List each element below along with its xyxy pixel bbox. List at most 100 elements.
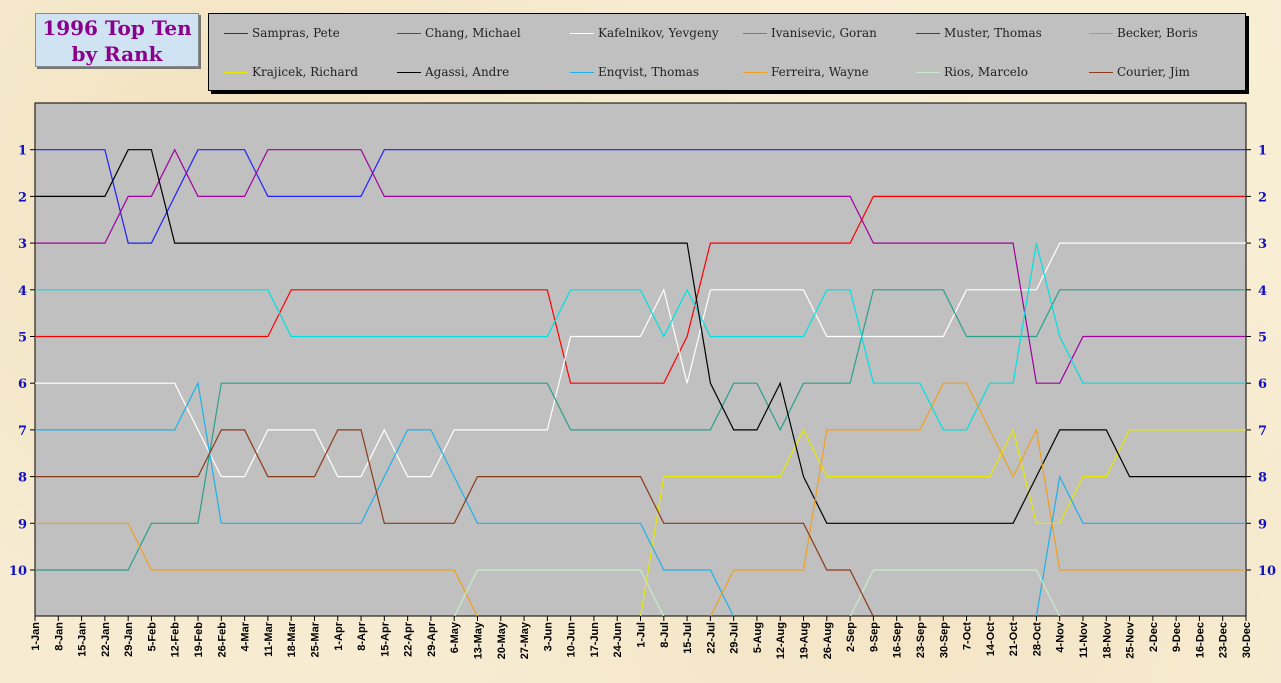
x-tick-label: 16-Dec [1194, 622, 1206, 658]
plot-area [34, 102, 1247, 617]
x-tick-label: 21-Oct [1008, 622, 1020, 657]
legend-swatch [570, 72, 594, 73]
x-tick-label: 10-Jun [566, 622, 578, 658]
legend-label: Muster, Thomas [944, 26, 1042, 40]
x-tick-label: 26-Feb [216, 622, 228, 658]
y-tick-label-left: 1 [18, 144, 27, 159]
x-tick-label: 26-Aug [822, 622, 834, 659]
x-tick-label: 11-Nov [1078, 621, 1090, 658]
y-tick-label-right: 8 [1258, 471, 1267, 486]
x-tick-label: 20-May [496, 621, 508, 659]
x-tick-label: 19-Aug [799, 622, 811, 659]
x-tick-label: 7-Oct [962, 622, 974, 650]
x-tick-label: 5-Aug [752, 622, 764, 653]
x-tick-label: 11-Mar [263, 621, 275, 657]
y-tick-label-left: 9 [18, 517, 27, 532]
legend-label: Rios, Marcelo [944, 65, 1028, 79]
x-tick-label: 22-Jul [705, 622, 717, 654]
y-tick-label-right: 7 [1258, 424, 1267, 439]
y-tick-label-right: 4 [1258, 284, 1267, 299]
x-tick-label: 16-Sep [892, 622, 904, 658]
x-tick-label: 4-Mar [240, 621, 252, 651]
legend-swatch [570, 33, 594, 34]
chart-title: 1996 Top Ten by Rank [35, 13, 199, 67]
legend-swatch [916, 72, 940, 73]
x-tick-label: 22-Jan [100, 622, 112, 657]
series-line-courier-jim [35, 429, 874, 616]
legend-label: Ferreira, Wayne [771, 65, 869, 79]
series-line-ivanisevic-goran [35, 289, 1246, 571]
y-tick-label-left: 8 [18, 471, 27, 486]
x-tick-label: 30-Sep [938, 622, 950, 658]
legend-swatch [1089, 33, 1113, 34]
x-tick-label: 6-May [449, 621, 461, 653]
legend-label: Courier, Jim [1117, 65, 1190, 79]
legend-swatch [743, 33, 767, 34]
series-line-ferreira-wayne [35, 382, 1246, 616]
chart-title-line-1: 1996 Top Ten [42, 16, 192, 40]
x-tick-label: 23-Dec [1218, 622, 1230, 658]
y-tick-label-left: 5 [18, 331, 27, 346]
chart-title-line-2: by Rank [71, 42, 163, 66]
x-tick-label: 29-Jan [123, 622, 135, 657]
x-tick-label: 8-Jan [53, 622, 65, 651]
y-tick-label-right: 6 [1258, 377, 1267, 392]
x-tick-label: 29-Jul [729, 622, 741, 654]
legend-label: Krajicek, Richard [252, 65, 359, 79]
legend-label: Chang, Michael [425, 26, 521, 40]
x-tick-label: 29-Apr [426, 621, 438, 657]
x-tick-label: 12-Feb [170, 622, 182, 658]
y-tick-label-left: 6 [18, 377, 27, 392]
legend-label: Agassi, Andre [425, 65, 510, 79]
y-tick-label-right: 10 [1258, 564, 1276, 579]
series-line-sampras-pete [35, 149, 1246, 244]
x-tick-label: 17-Jun [589, 622, 601, 658]
series-line-chang-michael [35, 195, 1246, 384]
x-tick-label: 25-Mar [309, 621, 321, 657]
x-tick-label: 12-Aug [775, 622, 787, 659]
y-tick-label-left: 10 [9, 564, 27, 579]
y-tick-label-right: 9 [1258, 517, 1267, 532]
x-tick-label: 4-Nov [1055, 621, 1067, 652]
legend-label: Kafelnikov, Yevgeny [598, 26, 719, 40]
x-tick-label: 8-Jul [659, 622, 671, 648]
x-tick-label: 2-Sep [845, 622, 857, 652]
y-tick-label-left: 7 [18, 424, 27, 439]
legend-swatch [224, 33, 248, 34]
series-line-enqvist-thomas [35, 381, 1246, 616]
series-line-muster-thomas [35, 148, 1246, 384]
legend-label: Ivanisevic, Goran [771, 26, 877, 40]
x-tick-label: 25-Nov [1125, 621, 1137, 659]
x-tick-label: 1-Jul [636, 622, 648, 648]
x-tick-label: 28-Oct [1031, 622, 1043, 657]
series-line-rios-marcelo [453, 569, 1061, 616]
y-tick-label-left: 3 [18, 237, 27, 252]
x-tick-label: 18-Mar [286, 621, 298, 657]
x-tick-label: 15-Jul [682, 622, 694, 654]
x-tick-label: 18-Nov [1101, 621, 1113, 659]
legend-label: Sampras, Pete [252, 26, 340, 40]
x-tick-label: 24-Jun [612, 622, 624, 658]
legend-swatch [1089, 72, 1113, 73]
x-tick-label: 13-May [472, 621, 484, 659]
x-tick-label: 9-Dec [1171, 622, 1183, 652]
x-tick-label: 1-Apr [333, 621, 345, 650]
x-tick-label: 9-Sep [868, 622, 880, 652]
x-tick-label: 22-Apr [403, 621, 415, 657]
x-tick-label: 19-Feb [193, 622, 205, 658]
legend-swatch [916, 33, 940, 34]
x-tick-label: 30-Dec [1241, 622, 1253, 658]
x-tick-label: 1-Jan [30, 622, 42, 651]
x-tick-label: 15-Apr [379, 621, 391, 657]
x-tick-label: 8-Apr [356, 621, 368, 650]
series-group [35, 148, 1246, 616]
x-tick-label: 27-May [519, 621, 531, 659]
x-tick-label: 23-Sep [915, 622, 927, 658]
legend-label: Becker, Boris [1117, 26, 1198, 40]
y-tick-label-right: 2 [1258, 190, 1267, 205]
series-line-becker-boris [35, 242, 1246, 431]
legend-swatch [397, 33, 421, 34]
x-tick-label: 3-Jun [542, 622, 554, 652]
legend-swatch [224, 72, 248, 73]
series-line-agassi-andre [35, 149, 1246, 524]
